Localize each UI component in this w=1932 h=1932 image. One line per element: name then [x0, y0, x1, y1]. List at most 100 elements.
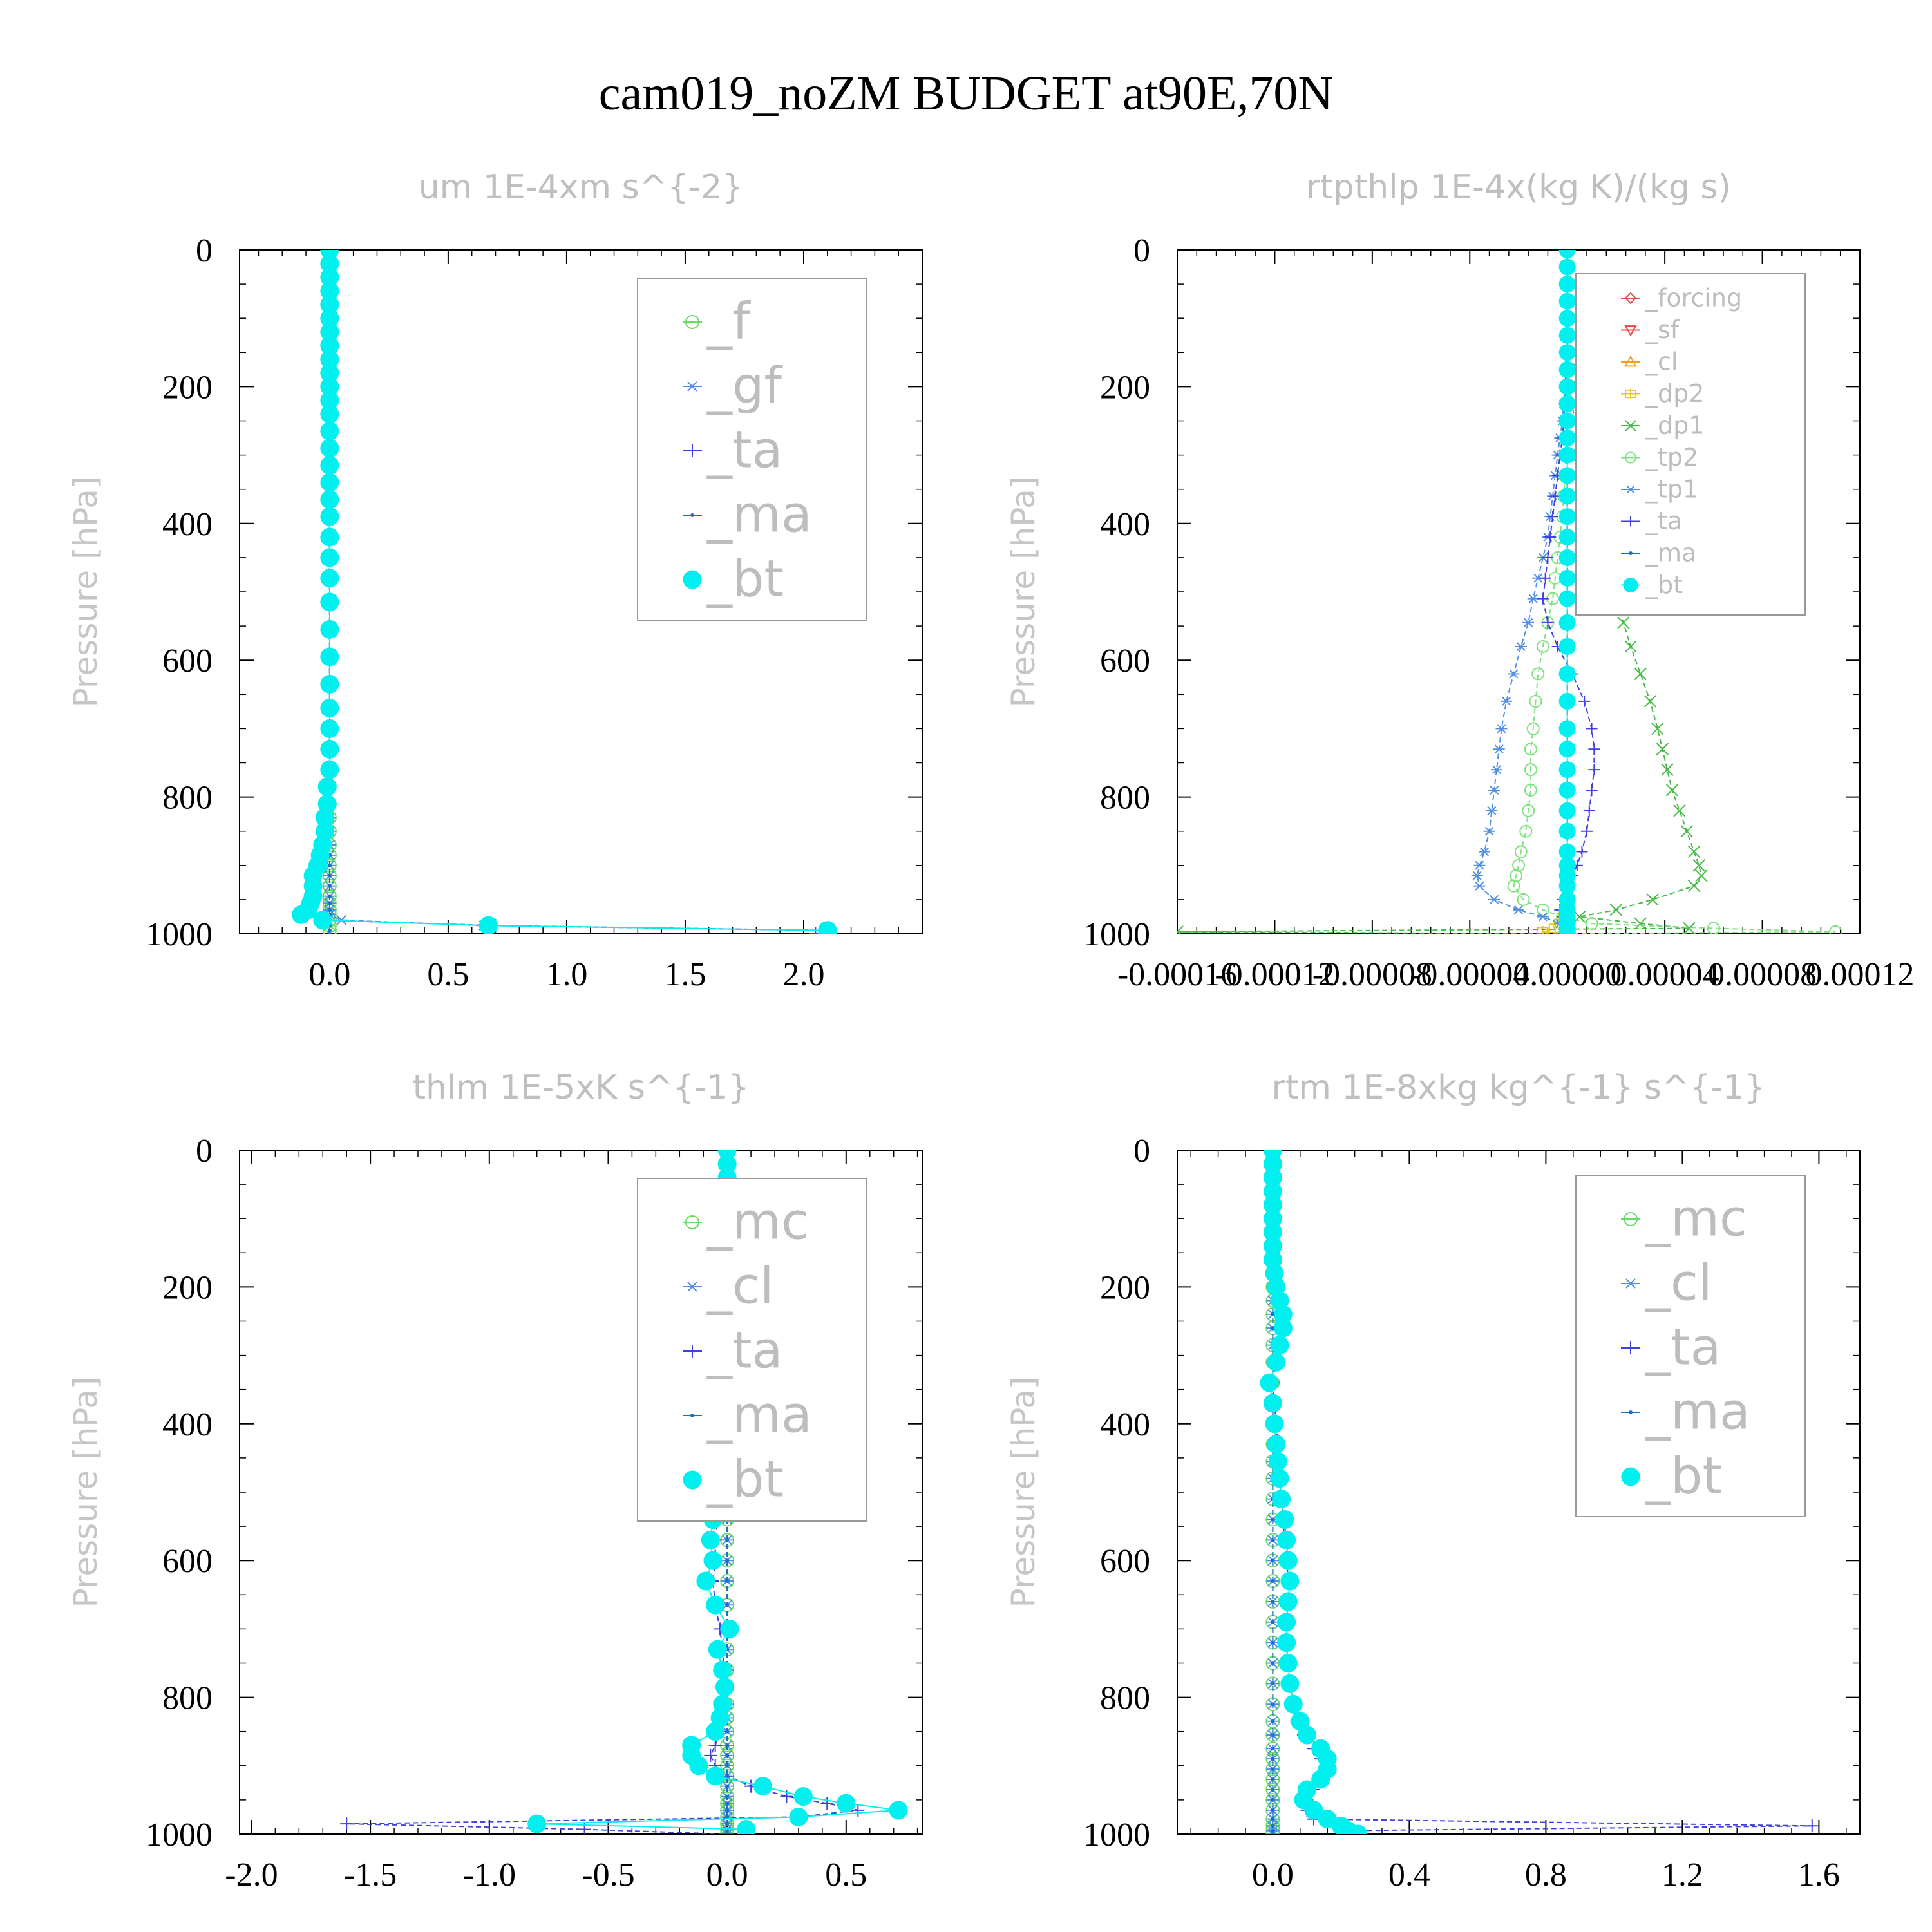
x-tick-label: 2.0 — [782, 956, 824, 993]
y-tick-label: 0 — [1133, 1133, 1150, 1170]
data-point — [1473, 881, 1486, 891]
x-tick-label: -2.0 — [225, 1857, 278, 1893]
figure-title: cam019_noZM BUDGET at90E,70N — [599, 66, 1334, 120]
data-point — [320, 760, 339, 779]
data-point — [1558, 665, 1576, 683]
data-point — [1271, 1719, 1275, 1723]
y-tick-label: 800 — [1100, 1680, 1150, 1717]
data-point — [327, 863, 332, 867]
data-point — [1536, 639, 1549, 653]
data-point — [1271, 1517, 1275, 1522]
legend-entry: _ma — [1645, 1383, 1750, 1441]
data-point — [327, 894, 332, 898]
data-point — [1634, 667, 1647, 681]
data-point — [1271, 1757, 1275, 1761]
data-point — [706, 1595, 725, 1615]
data-point — [725, 1558, 730, 1563]
data-point — [1527, 594, 1539, 603]
y-axis-label: Pressure [hPa] — [1005, 1377, 1042, 1608]
data-point — [320, 592, 339, 612]
data-point — [1271, 1558, 1275, 1563]
data-point — [1805, 1819, 1819, 1833]
legend: _f _gf _ta _ma _bt — [637, 278, 867, 621]
legend-marker — [1624, 1278, 1637, 1289]
legend-entry: _bt — [706, 1451, 784, 1509]
data-point — [1558, 781, 1576, 799]
data-point — [725, 1743, 730, 1747]
data-point — [1280, 1571, 1300, 1591]
legend-marker — [683, 1470, 702, 1490]
panel-title: um 1E-4xm s^{-2} — [419, 168, 744, 207]
y-tick-label: 800 — [162, 780, 213, 817]
legend-marker — [1629, 1410, 1633, 1414]
plot-area — [292, 250, 837, 934]
x-tick-label: 0.0 — [706, 1857, 748, 1893]
legend-entry: _sf — [1645, 316, 1680, 344]
data-point — [1508, 669, 1520, 679]
legend-entry: _dp2 — [1645, 379, 1704, 408]
data-point — [1267, 1352, 1286, 1372]
legend-marker — [685, 1215, 699, 1229]
data-point — [1583, 804, 1595, 817]
y-tick-label: 400 — [1100, 1406, 1150, 1443]
data-point — [1558, 446, 1576, 464]
data-point — [1680, 824, 1693, 838]
data-point — [1513, 905, 1524, 914]
data-point — [1529, 694, 1542, 708]
data-point — [320, 569, 339, 588]
data-point — [706, 1722, 725, 1741]
data-point — [1270, 1336, 1289, 1355]
data-point — [1271, 1747, 1275, 1751]
data-point — [320, 377, 339, 396]
data-point — [1271, 1828, 1275, 1833]
data-point — [789, 1807, 808, 1826]
data-point — [1304, 1801, 1323, 1820]
data-point — [320, 490, 339, 509]
data-point — [1512, 858, 1525, 872]
data-point — [851, 1803, 865, 1817]
x-tick-label: 1.6 — [1798, 1857, 1840, 1893]
legend-box — [637, 1178, 867, 1522]
legend-marker — [1621, 1467, 1640, 1486]
data-point — [725, 1538, 730, 1542]
legend-entry: _mc — [706, 1193, 809, 1251]
data-point — [320, 421, 339, 440]
data-point — [478, 916, 498, 934]
legend-entry: _bt — [1645, 1448, 1722, 1506]
data-point — [327, 928, 332, 933]
legend-marker — [1624, 325, 1637, 337]
data-point — [1515, 641, 1527, 651]
data-point — [1558, 344, 1576, 361]
data-point — [1277, 1613, 1296, 1632]
legend-marker — [686, 1282, 699, 1292]
data-point — [327, 873, 332, 878]
panel-rtpthlp: rtpthlp 1E-4x(kg K)/(kg s) Pressure [hPa]… — [1005, 168, 1915, 993]
data-point — [703, 1551, 723, 1570]
x-tick-label: -1.0 — [463, 1857, 516, 1893]
data-point — [1268, 1452, 1287, 1471]
legend-entry: _ma — [1645, 539, 1696, 567]
legend-entry: _f — [706, 293, 751, 351]
data-point — [1558, 925, 1576, 934]
data-point — [1558, 292, 1576, 310]
legend: _mc _cl _ta _ma _bt — [1575, 1175, 1806, 1517]
data-point — [1271, 1661, 1275, 1665]
plot-area — [1260, 1150, 1819, 1834]
data-point — [1271, 1579, 1275, 1584]
data-point — [725, 1603, 730, 1607]
data-point — [725, 1763, 730, 1768]
data-point — [320, 322, 339, 341]
legend-marker — [690, 1414, 694, 1417]
data-point — [1280, 1674, 1300, 1693]
x-tick-label: 0.4 — [1388, 1857, 1430, 1893]
data-point — [317, 777, 337, 797]
data-point — [1558, 467, 1576, 484]
y-tick-label: 1000 — [1083, 916, 1150, 953]
data-point — [1707, 922, 1720, 934]
data-point — [793, 1787, 813, 1806]
data-point — [1483, 826, 1495, 836]
data-point — [320, 620, 339, 639]
legend-marker — [690, 513, 694, 517]
data-point — [1558, 590, 1576, 607]
data-point — [320, 647, 339, 667]
